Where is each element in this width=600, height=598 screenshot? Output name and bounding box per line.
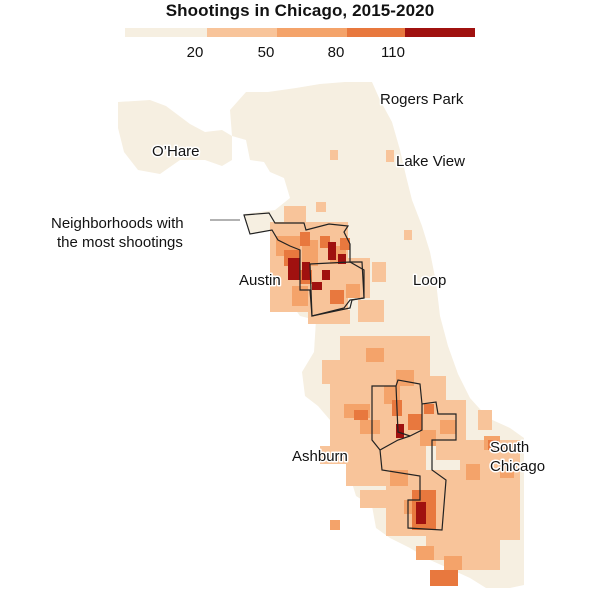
label-south-chicago-line2: Chicago — [490, 458, 545, 475]
map-title: Shootings in Chicago, 2015-2020 — [165, 1, 435, 20]
color-legend — [125, 28, 475, 37]
legend-tick-110: 110 — [381, 44, 405, 61]
label-austin: Austin — [239, 272, 281, 289]
label-lake-view: Lake View — [396, 153, 465, 170]
legend-swatch-1 — [207, 28, 277, 37]
label-rogers-park: Rogers Park — [380, 91, 464, 108]
label-loop: Loop — [413, 272, 446, 289]
label-south-chicago-line1: South — [490, 439, 529, 456]
annotation-text-line2: the most shootings — [57, 234, 183, 251]
legend-swatch-0 — [125, 28, 207, 37]
choropleth-darkest — [288, 242, 426, 524]
legend-tick-80: 80 — [327, 44, 345, 61]
label-ohare: O’Hare — [152, 143, 200, 160]
legend-tick-50: 50 — [257, 44, 275, 61]
legend-swatch-3 — [347, 28, 405, 37]
legend-tick-20: 20 — [186, 44, 204, 61]
legend-swatch-2 — [277, 28, 347, 37]
neighborhood-outlines — [243, 212, 457, 531]
legend-swatch-4 — [405, 28, 475, 37]
label-ashburn: Ashburn — [292, 448, 348, 465]
annotation-text-line1: Neighborhoods with — [51, 215, 184, 232]
